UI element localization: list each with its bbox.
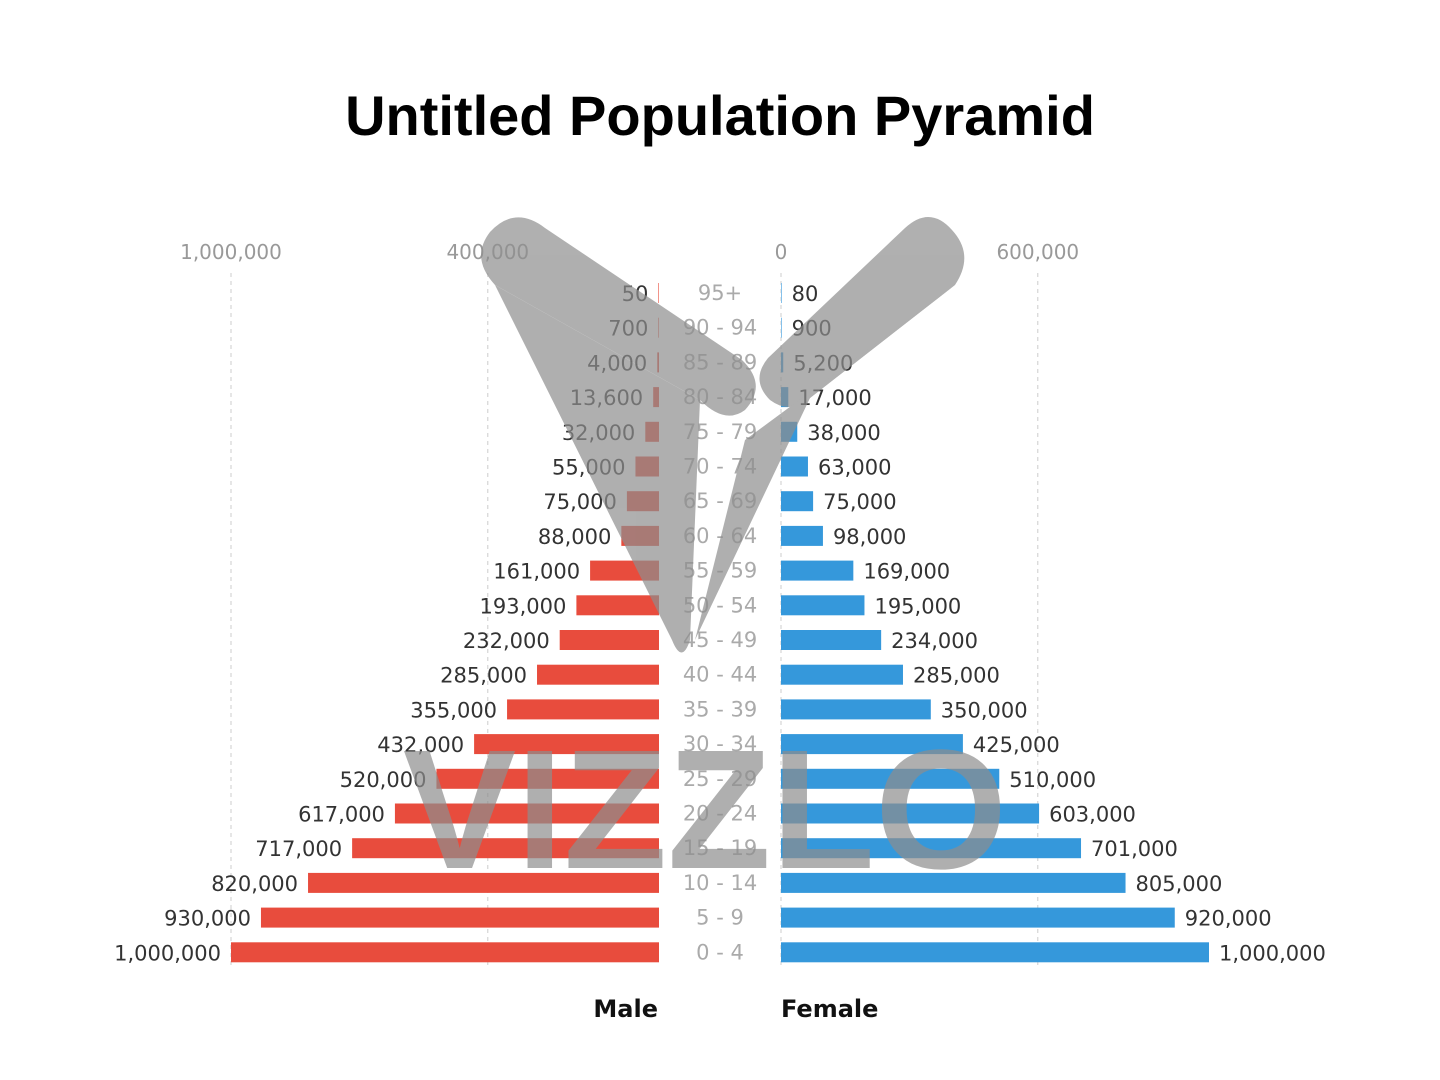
- male-value-label: 193,000: [480, 594, 567, 618]
- male-value-label: 520,000: [340, 768, 427, 792]
- age-group-label: 40 - 44: [683, 663, 757, 687]
- male-value-label: 161,000: [493, 560, 580, 584]
- male-bar: [436, 768, 659, 789]
- watermark-logo-shape: [481, 217, 756, 416]
- female-value-label: 234,000: [891, 629, 978, 653]
- watermark-logo-shape: [759, 216, 965, 408]
- female-bar: [781, 734, 963, 755]
- female-bar: [781, 942, 1209, 963]
- male-value-label: 930,000: [164, 907, 251, 931]
- female-bar: [781, 907, 1175, 928]
- age-group-label: 45 - 49: [683, 628, 757, 652]
- female-value-label: 350,000: [941, 698, 1028, 722]
- legend-male: Male: [593, 995, 658, 1023]
- male-value-label: 617,000: [298, 803, 385, 827]
- male-value-label: 88,000: [538, 525, 611, 549]
- female-value-label: 701,000: [1091, 837, 1178, 861]
- watermark-text: VIZZLO: [403, 715, 1007, 905]
- male-value-label: 232,000: [463, 629, 550, 653]
- male-bar: [394, 803, 659, 824]
- male-bar: [507, 699, 659, 720]
- male-bar: [260, 907, 659, 928]
- male-value-label: 1,000,000: [114, 941, 221, 965]
- female-value-label: 98,000: [833, 525, 906, 549]
- age-group-label: 0 - 4: [696, 940, 744, 964]
- female-value-label: 169,000: [863, 560, 950, 584]
- female-bar: [781, 491, 814, 512]
- age-group-label: 35 - 39: [683, 697, 757, 721]
- age-group-label: 5 - 9: [696, 906, 744, 930]
- female-bar: [781, 872, 1126, 893]
- female-value-label: 603,000: [1049, 803, 1136, 827]
- chart-title: Untitled Population Pyramid: [345, 84, 1095, 147]
- female-bar: [781, 456, 808, 477]
- female-bar: [781, 595, 865, 616]
- male-bar: [352, 838, 659, 859]
- female-value-label: 38,000: [807, 421, 880, 445]
- watermark-logo-shape: [695, 285, 955, 640]
- female-value-label: 1,000,000: [1219, 941, 1326, 965]
- female-value-label: 285,000: [913, 664, 1000, 688]
- x-tick-label: 1,000,000: [180, 240, 282, 264]
- female-bar: [781, 768, 1000, 789]
- male-bar: [308, 872, 659, 893]
- bars: [231, 283, 1209, 963]
- male-bar: [576, 595, 659, 616]
- vizzlo-watermark: VIZZLO: [403, 216, 1007, 905]
- x-tick-label: 600,000: [996, 240, 1079, 264]
- male-bar: [537, 664, 659, 685]
- female-bar: [781, 699, 931, 720]
- male-value-label: 355,000: [410, 698, 497, 722]
- x-tick-label: 0: [775, 240, 788, 264]
- legend-female: Female: [781, 995, 878, 1023]
- female-value-label: 75,000: [823, 490, 896, 514]
- male-value-label: 717,000: [255, 837, 342, 861]
- female-bar: [781, 525, 823, 546]
- female-bar: [781, 560, 854, 581]
- female-bar: [781, 283, 782, 303]
- age-group-label: 20 - 24: [683, 802, 757, 826]
- watermark-logo-shape: [495, 285, 700, 653]
- female-value-label: 80: [792, 282, 819, 306]
- age-group-label: 15 - 19: [683, 836, 757, 860]
- female-bar: [781, 664, 903, 685]
- female-value-label: 425,000: [973, 733, 1060, 757]
- female-bar: [781, 630, 882, 650]
- male-value-label: 285,000: [440, 664, 527, 688]
- age-group-label: 95+: [698, 281, 742, 305]
- male-bar: [559, 630, 659, 650]
- value-labels: 50807009004,0005,20013,60017,00032,00038…: [114, 282, 1326, 965]
- age-group-label: 25 - 29: [683, 767, 757, 791]
- female-bar: [781, 803, 1040, 824]
- male-value-label: 820,000: [211, 872, 298, 896]
- age-group-label: 30 - 34: [683, 732, 757, 756]
- male-bar: [658, 283, 659, 303]
- female-bar: [781, 317, 782, 338]
- female-value-label: 805,000: [1136, 872, 1223, 896]
- male-bar: [231, 942, 659, 963]
- male-value-label: 432,000: [377, 733, 464, 757]
- age-group-label: 10 - 14: [683, 871, 757, 895]
- female-bar: [781, 838, 1082, 859]
- female-value-label: 63,000: [818, 456, 891, 480]
- female-value-label: 920,000: [1185, 907, 1272, 931]
- female-value-label: 195,000: [874, 594, 961, 618]
- female-value-label: 510,000: [1009, 768, 1096, 792]
- age-group-label: 50 - 54: [683, 593, 757, 617]
- male-bar: [474, 734, 659, 755]
